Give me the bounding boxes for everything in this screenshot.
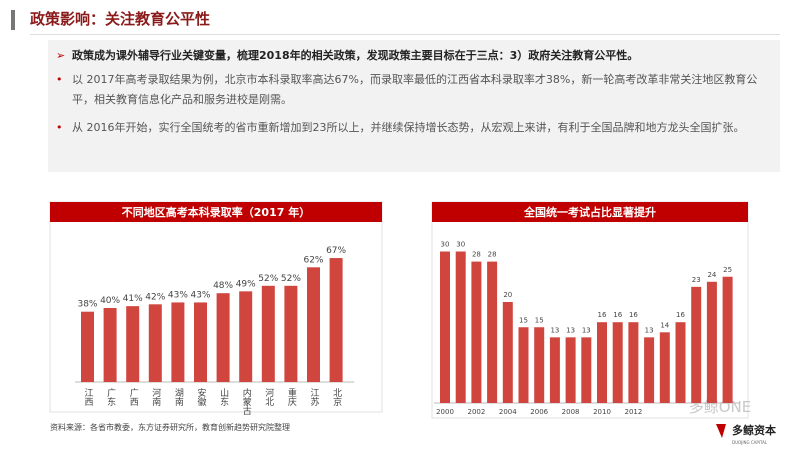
data-label: 52% <box>281 274 301 284</box>
data-label: 13 <box>645 326 654 334</box>
x-tick-label: 湖南 <box>173 388 184 406</box>
bar <box>722 276 733 403</box>
data-label: 13 <box>550 326 559 334</box>
bar <box>126 306 140 382</box>
x-tick-label: 河南 <box>150 387 161 406</box>
x-tick-label: 重庆 <box>286 387 297 407</box>
data-label: 15 <box>519 316 528 324</box>
x-tick-label: 2006 <box>530 408 548 416</box>
bar <box>148 304 162 382</box>
bar <box>565 337 576 403</box>
x-tick-label: 广东 <box>105 387 116 406</box>
x-tick-label: 安徽 <box>196 387 207 407</box>
data-label: 30 <box>441 241 450 249</box>
bar <box>659 332 670 403</box>
data-label: 24 <box>707 271 716 279</box>
bullet: 以 2017年高考录取结果为例，北京市本科录取率高达67%，而录取率最低的江西省… <box>56 70 772 110</box>
bar <box>518 327 529 403</box>
logo-name: 多鲸资本 <box>732 423 776 437</box>
data-label: 62% <box>303 255 323 265</box>
bullet-box: 政策成为课外辅导行业关键变量，梳理2018年的相关政策，发现政策主要目标在于三点… <box>48 40 780 172</box>
divider <box>30 34 780 35</box>
chart-title: 不同地区高考本科录取率（2017 年） <box>122 205 310 219</box>
bar <box>628 322 639 403</box>
data-label: 14 <box>660 321 669 329</box>
bar <box>675 322 686 403</box>
bullet: 政策成为课外辅导行业关键变量，梳理2018年的相关政策，发现政策主要目标在于三点… <box>56 46 772 66</box>
bar <box>239 291 253 382</box>
x-tick-label: 广西 <box>128 387 139 407</box>
data-label: 43% <box>168 290 188 300</box>
bar <box>307 267 320 382</box>
data-label: 13 <box>566 326 575 334</box>
bar <box>612 322 623 403</box>
data-label: 16 <box>613 311 622 319</box>
x-tick-label: 江西 <box>83 388 94 407</box>
data-label: 43% <box>190 290 210 300</box>
data-label: 16 <box>629 311 638 319</box>
bar <box>171 302 185 382</box>
data-label: 49% <box>236 279 256 289</box>
logo-icon <box>716 424 726 438</box>
bar <box>502 302 513 403</box>
data-label: 20 <box>503 291 512 299</box>
bar <box>284 285 298 382</box>
bar <box>534 327 545 403</box>
x-tick-label: 河北 <box>263 387 274 407</box>
bar <box>216 293 230 382</box>
data-label: 48% <box>213 281 233 291</box>
bar <box>644 337 655 403</box>
x-tick-label: 2010 <box>593 408 611 416</box>
data-label: 30 <box>456 241 465 249</box>
bar <box>597 322 607 403</box>
chart-title-bar <box>50 202 382 222</box>
x-tick-label: 北京 <box>331 388 342 407</box>
x-tick-label: 内蒙古 <box>241 387 252 416</box>
data-label: 23 <box>692 276 701 284</box>
bar <box>103 308 117 382</box>
data-label: 16 <box>676 311 685 319</box>
data-label: 40% <box>100 296 120 306</box>
data-label: 41% <box>123 294 143 304</box>
bar <box>261 285 275 382</box>
bar <box>81 311 94 382</box>
data-label: 42% <box>145 292 165 302</box>
source-note: 资料来源：各省市教委，东方证券研究所，教育创新趋势研究院整理 <box>50 423 290 432</box>
chart-title: 全国统一考试占比显著提升 <box>523 205 656 219</box>
data-label: 16 <box>598 311 607 319</box>
bar <box>471 261 482 403</box>
slide-title: 政策影响：关注教育公平性 <box>30 10 211 28</box>
bar <box>487 261 498 403</box>
x-tick-label: 山东 <box>218 388 229 406</box>
logo-subtitle: DUOJING CAPITAL <box>732 440 768 445</box>
data-label: 28 <box>488 251 497 259</box>
data-label: 13 <box>582 326 591 334</box>
data-label: 67% <box>326 246 346 256</box>
data-label: 52% <box>258 274 278 284</box>
data-label: 38% <box>77 300 97 310</box>
data-label: 15 <box>535 316 544 324</box>
bar <box>440 251 450 403</box>
bar <box>194 302 207 382</box>
bullet: 从 2016年开始，实行全国统考的省市重新增加到23所以上，并继续保持增长态势，… <box>56 118 772 138</box>
x-tick-label: 2012 <box>624 408 642 416</box>
bar <box>581 337 592 403</box>
chart-title-bar <box>432 202 748 222</box>
header-bar <box>11 10 15 30</box>
bar <box>549 337 560 403</box>
bar <box>691 286 702 403</box>
bar <box>329 258 343 382</box>
data-label: 28 <box>472 251 481 259</box>
x-tick-label: 2000 <box>436 408 454 416</box>
x-tick-label: 2008 <box>562 408 580 416</box>
bar <box>455 251 466 403</box>
x-tick-label: 2004 <box>499 408 517 416</box>
data-label: 25 <box>723 266 732 274</box>
bar <box>706 281 717 403</box>
x-tick-label: 江苏 <box>309 388 320 407</box>
x-tick-label: 2002 <box>467 408 485 416</box>
